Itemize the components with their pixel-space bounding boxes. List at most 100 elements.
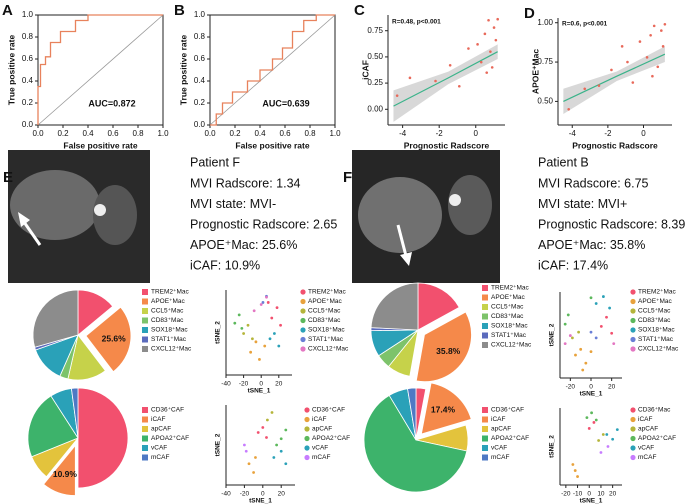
info-line: MVI Radscore: 6.75 xyxy=(538,176,649,190)
legend-swatch xyxy=(142,298,148,305)
tsne-point xyxy=(602,295,605,298)
x-tick-label: -40 xyxy=(221,381,231,388)
y-tick-label: 1.0 xyxy=(194,10,206,19)
x-tick-label: -20 xyxy=(561,491,571,498)
y-axis-label: APOE⁺Mac xyxy=(530,49,540,94)
legend-label: TREM2⁺Mac xyxy=(638,289,676,296)
scatter-point xyxy=(638,40,642,43)
panel-letter: F xyxy=(343,169,352,186)
legend-swatch xyxy=(300,336,306,343)
x-tick-label: 0.2 xyxy=(229,129,241,138)
legend-label: apCAF xyxy=(312,426,332,433)
legend-swatch xyxy=(300,298,306,305)
y-tick-label: 0.8 xyxy=(194,32,206,41)
confidence-band xyxy=(393,44,498,122)
legend-label: APOE⁺Mac xyxy=(491,294,526,301)
annotation: AUC=0.639 xyxy=(262,98,309,108)
legend-swatch xyxy=(142,327,148,333)
annotation: AUC=0.872 xyxy=(88,98,135,108)
tsne-point xyxy=(589,350,593,354)
x-axis-label: tSNE_1 xyxy=(249,498,272,504)
legend-swatch xyxy=(482,332,488,339)
scatter-point xyxy=(651,74,654,78)
x-tick-label: -2 xyxy=(604,129,612,138)
scatter-point xyxy=(583,87,587,91)
legend-label: apCAF xyxy=(638,426,658,433)
y-tick-label: 0.2 xyxy=(194,98,206,107)
pie-slice xyxy=(32,289,79,348)
x-tick-label: -20 xyxy=(566,384,576,391)
tsne-point xyxy=(266,418,269,422)
legend-label: STAT1⁺Mac xyxy=(638,336,674,343)
slice-label: 17.4% xyxy=(431,404,456,414)
tsne-point xyxy=(605,433,609,436)
tsne-point xyxy=(606,445,610,448)
x-tick-label: 0.8 xyxy=(132,129,144,138)
tsne-point xyxy=(265,436,268,439)
scatter-point xyxy=(626,60,629,64)
legend-label: apCAF xyxy=(491,426,511,433)
y-tick-label: 0.6 xyxy=(194,54,206,63)
y-axis-label: tSNE_2 xyxy=(549,323,556,346)
legend-label: SOX18⁺Mac xyxy=(491,323,528,330)
scatter-point xyxy=(652,24,656,28)
legend-swatch xyxy=(142,407,148,413)
tsne-point xyxy=(279,437,283,441)
legend-swatch xyxy=(482,454,488,461)
legend-label: vCAF xyxy=(312,445,328,452)
info-line: MVI Radscore: 1.34 xyxy=(190,176,301,190)
scatter-point xyxy=(434,79,437,83)
scatter-point xyxy=(492,26,496,29)
tsne-point xyxy=(272,456,276,459)
scatter-point xyxy=(494,38,498,42)
tsne-point xyxy=(594,336,598,340)
legend-swatch xyxy=(482,285,488,291)
legend-swatch xyxy=(482,342,488,348)
tsne-point xyxy=(266,301,270,304)
scatter-point xyxy=(479,60,483,64)
legend-swatch xyxy=(630,346,636,352)
tsne-point xyxy=(612,342,616,345)
tsne-point xyxy=(254,340,258,344)
reference-line xyxy=(37,14,164,126)
tsne-point xyxy=(601,433,605,436)
legend-label: TREM2⁺Mac xyxy=(491,285,529,292)
roc-curve xyxy=(210,14,335,126)
info-line: APOE⁺Mac: 25.6% xyxy=(190,238,297,252)
x-tick-label: 0 xyxy=(641,129,646,138)
tsne-point xyxy=(585,416,589,420)
info-line: Prognostic Radscore: 2.65 xyxy=(190,217,337,231)
tsne-point xyxy=(605,315,608,319)
legend-label: mCAF xyxy=(638,454,656,461)
legend-label: vCAF xyxy=(638,445,654,452)
tsne-point xyxy=(252,471,256,474)
panel-letter: E xyxy=(3,169,13,186)
legend-label: mCAF xyxy=(151,454,169,461)
tsne-point xyxy=(275,443,278,447)
patient-title: Patient F xyxy=(190,155,240,169)
x-axis-label: tSNE_1 xyxy=(580,498,603,504)
y-tick-label: 0.50 xyxy=(537,97,553,106)
x-axis-label: Prognostic Radscore xyxy=(404,140,490,150)
tsne-point xyxy=(249,350,253,354)
y-tick-label: 0.4 xyxy=(194,76,206,85)
scatter-point xyxy=(395,94,399,97)
tsne-point xyxy=(268,337,272,341)
legend-swatch xyxy=(142,426,148,432)
legend-label: CCL5⁺Mac xyxy=(638,308,671,315)
legend-label: CXCL12⁺Mac xyxy=(308,346,349,353)
tsne-point xyxy=(599,325,603,328)
legend-swatch xyxy=(630,336,636,343)
legend-label: APOA2⁺CAF xyxy=(638,435,676,442)
y-axis-label: tSNE_2 xyxy=(549,435,556,458)
y-tick-label: 0.6 xyxy=(22,54,34,63)
scatter-point xyxy=(483,32,487,36)
x-tick-label: 0.4 xyxy=(82,129,94,138)
legend-label: iCAF xyxy=(491,416,505,423)
tsne-point xyxy=(243,443,246,447)
legend-swatch xyxy=(630,454,636,461)
legend-swatch xyxy=(482,323,488,329)
legend-swatch xyxy=(482,416,488,423)
legend-swatch xyxy=(630,435,636,442)
